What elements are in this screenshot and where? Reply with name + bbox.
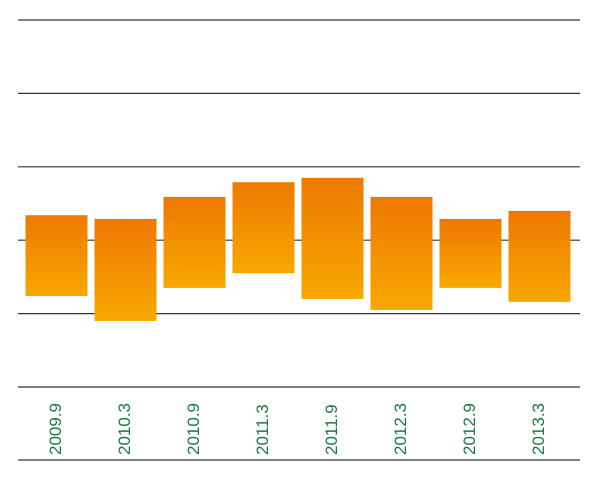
x-tick-label: 2011.9 <box>322 404 341 455</box>
bar <box>163 196 226 288</box>
x-tick-label: 2010.3 <box>115 403 134 455</box>
bar <box>94 218 157 321</box>
x-tick-label: 2010.9 <box>184 403 203 455</box>
bar <box>370 196 433 310</box>
x-tick-label: 2012.3 <box>391 403 410 455</box>
bar <box>232 182 295 274</box>
x-tick-label: 2009.9 <box>46 403 65 455</box>
bar <box>25 215 88 296</box>
bar <box>301 177 364 299</box>
x-tick-label: 2012.9 <box>460 403 479 455</box>
bar <box>508 210 571 302</box>
bar <box>439 218 502 288</box>
x-tick-label: 2013.3 <box>529 403 548 455</box>
x-tick-label: 2011.3 <box>253 404 272 455</box>
